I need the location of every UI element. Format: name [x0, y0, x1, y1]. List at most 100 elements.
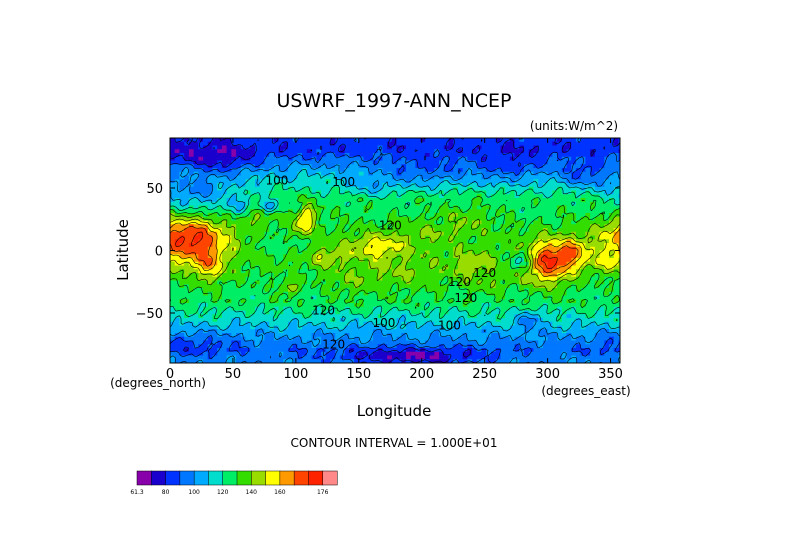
heatmap-cell [254, 194, 261, 199]
heatmap-cell [500, 228, 506, 233]
heatmap-cell [401, 220, 407, 225]
heatmap-cell [377, 183, 384, 188]
heatmap-cell [203, 201, 209, 207]
heatmap-cell [391, 228, 398, 233]
heatmap-cell [462, 205, 468, 210]
heatmap-cell [358, 329, 365, 334]
heatmap-cell [415, 209, 421, 214]
heatmap-cell [566, 284, 572, 289]
heatmap-cell [311, 145, 317, 150]
heatmap-cell [184, 209, 190, 214]
heatmap-cell [382, 183, 388, 188]
heatmap-cell [533, 239, 539, 244]
heatmap-cell [316, 291, 322, 297]
heatmap-cell [245, 175, 251, 180]
heatmap-cell [476, 243, 483, 248]
heatmap-cell [325, 201, 332, 207]
heatmap-cell [599, 318, 605, 323]
heatmap-cell [184, 276, 190, 282]
heatmap-cell [372, 288, 379, 293]
heatmap-cell [514, 216, 520, 222]
heatmap-cell [467, 183, 473, 188]
heatmap-cell [188, 306, 195, 312]
heatmap-cell [467, 254, 473, 259]
heatmap-cell [481, 310, 487, 315]
heatmap-cell [193, 329, 199, 334]
heatmap-cell [580, 228, 586, 233]
heatmap-cell [311, 321, 317, 327]
heatmap-cell [245, 329, 251, 334]
heatmap-cell [481, 288, 487, 293]
heatmap-cell [382, 303, 388, 308]
heatmap-cell [349, 265, 355, 270]
heatmap-cell [519, 164, 525, 169]
heatmap-cell [448, 186, 454, 192]
heatmap-cell [302, 213, 308, 218]
heatmap-cell [358, 231, 365, 237]
heatmap-cell [618, 284, 620, 289]
heatmap-cell [387, 141, 393, 147]
heatmap-cell [264, 314, 270, 319]
heatmap-cell [306, 156, 313, 162]
heatmap-cell [306, 141, 313, 147]
heatmap-cell [509, 318, 516, 323]
heatmap-cell [547, 239, 553, 244]
heatmap-cell [580, 310, 586, 315]
heatmap-cell [212, 160, 218, 165]
heatmap-cell [349, 228, 355, 233]
heatmap-cell [193, 153, 199, 158]
heatmap-cell [377, 273, 384, 278]
heatmap-cell [264, 321, 270, 327]
heatmap-cell [599, 145, 605, 150]
heatmap-cell [561, 295, 568, 300]
heatmap-cell [339, 175, 346, 180]
heatmap-cell [193, 321, 199, 327]
heatmap-cell [325, 228, 332, 233]
heatmap-cell [264, 179, 270, 184]
heatmap-cell [174, 171, 181, 177]
heatmap-cell [481, 246, 487, 252]
heatmap-cell [344, 168, 350, 173]
heatmap-cell [288, 145, 294, 150]
heatmap-cell [297, 258, 303, 263]
heatmap-cell [283, 175, 289, 180]
heatmap-cell [325, 288, 332, 293]
heatmap-cell [542, 138, 549, 143]
heatmap-cell [575, 209, 582, 214]
heatmap-cell [354, 168, 360, 173]
heatmap-cell [259, 321, 266, 327]
heatmap-cell [344, 201, 350, 207]
heatmap-cell [505, 153, 511, 158]
heatmap-cell [372, 276, 379, 282]
heatmap-cell [552, 209, 558, 214]
heatmap-cell [198, 183, 204, 188]
heatmap-cell [401, 239, 407, 244]
heatmap-cell [490, 273, 497, 278]
heatmap-cell [618, 205, 620, 210]
heatmap-cell [330, 329, 336, 334]
heatmap-cell [306, 258, 313, 263]
heatmap-cell [594, 205, 601, 210]
heatmap-cell [203, 273, 209, 278]
heatmap-cell [604, 141, 610, 147]
heatmap-cell [599, 175, 605, 180]
heatmap-cell [415, 156, 421, 162]
heatmap-cell [424, 325, 431, 330]
heatmap-cell [608, 175, 615, 180]
heatmap-cell [212, 303, 218, 308]
heatmap-cell [198, 141, 204, 147]
heatmap-cell [221, 183, 228, 188]
heatmap-cell [269, 153, 275, 158]
heatmap-cell [472, 201, 478, 207]
heatmap-cell [259, 138, 266, 143]
heatmap-cell [406, 209, 412, 214]
heatmap-cell [453, 179, 459, 184]
heatmap-cell [429, 280, 435, 285]
heatmap-cell [354, 186, 360, 192]
heatmap-cell [524, 194, 530, 199]
heatmap-cell [519, 153, 525, 158]
heatmap-cell [325, 231, 332, 237]
heatmap-cell [533, 303, 539, 308]
heatmap-cell [212, 318, 218, 323]
heatmap-cell [594, 228, 601, 233]
